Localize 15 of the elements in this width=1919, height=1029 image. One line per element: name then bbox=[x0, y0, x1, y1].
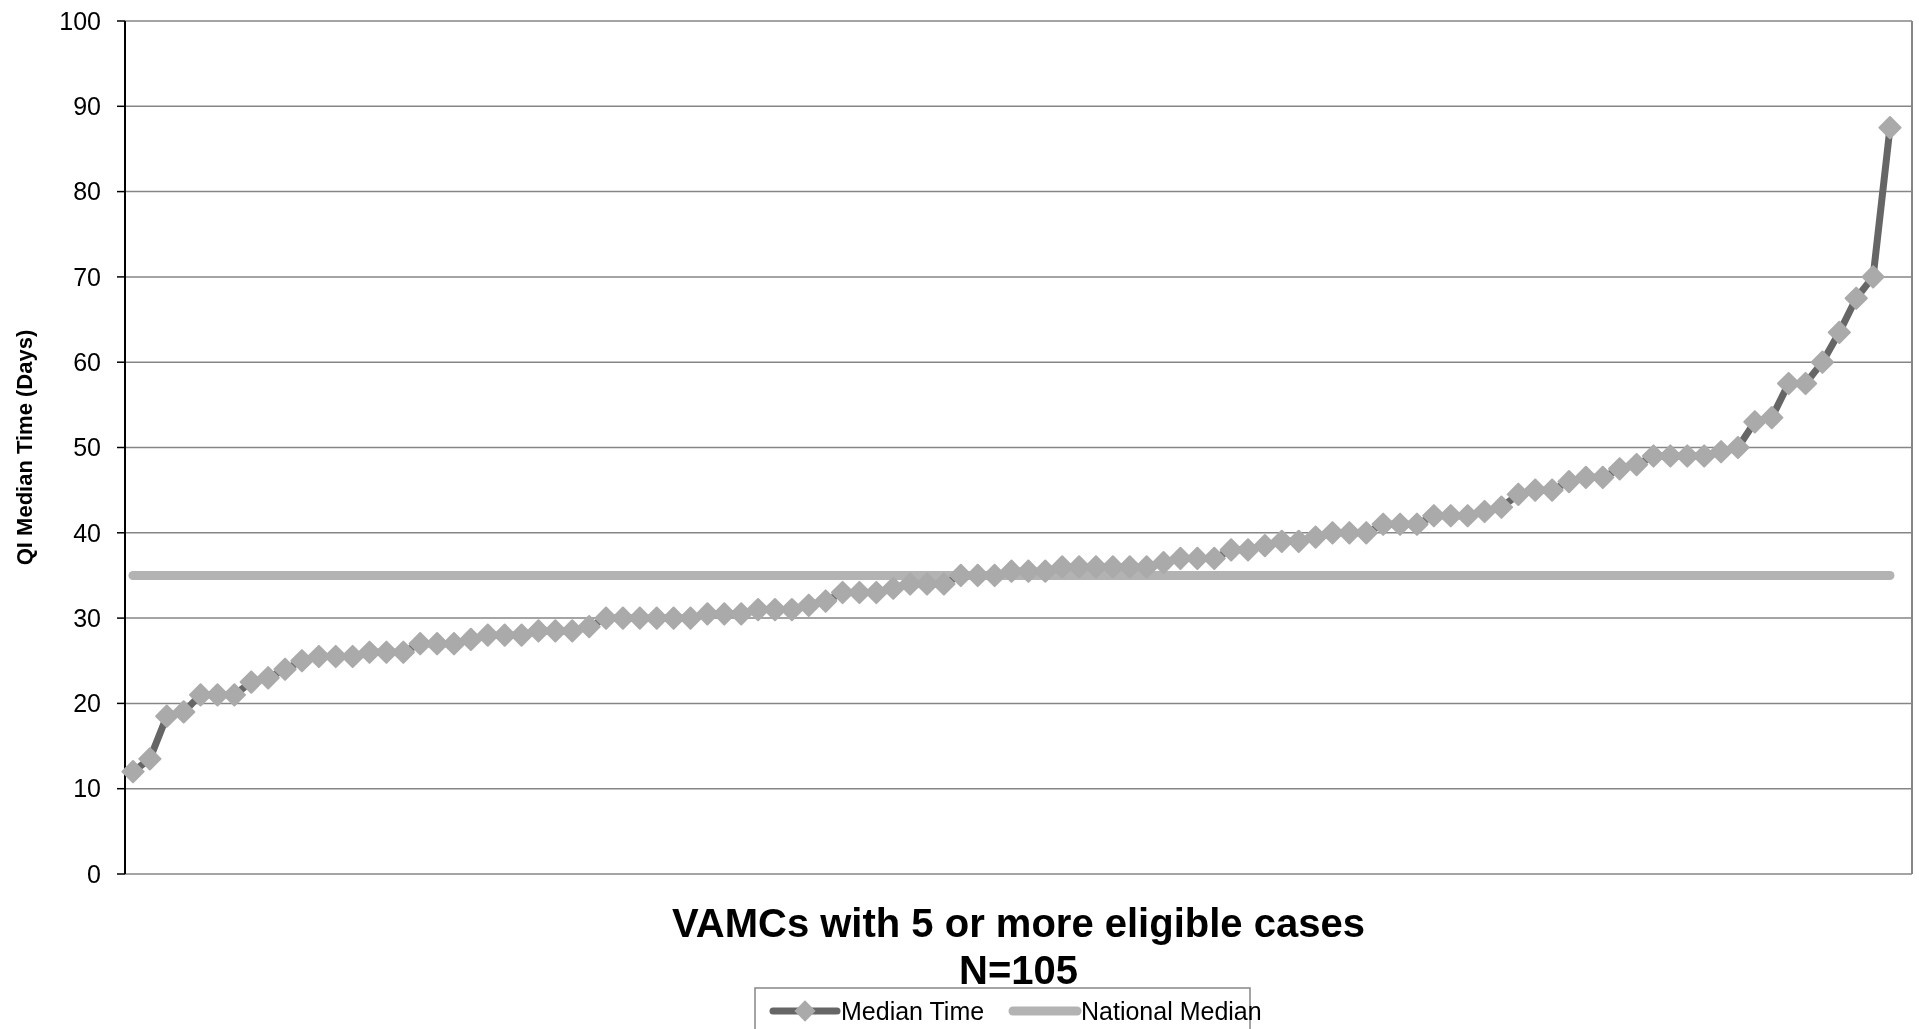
legend-label: National Median bbox=[1081, 996, 1262, 1025]
legend-label: Median Time bbox=[841, 996, 985, 1025]
y-tick-label: 80 bbox=[73, 177, 101, 206]
y-tick-label: 0 bbox=[87, 859, 101, 888]
y-tick-label: 10 bbox=[73, 774, 101, 803]
y-tick-label: 90 bbox=[73, 92, 101, 121]
x-axis-title: VAMCs with 5 or more eligible cases N=105 bbox=[672, 901, 1365, 992]
y-tick-label: 100 bbox=[59, 6, 101, 35]
y-tick-label: 20 bbox=[73, 689, 101, 718]
y-tick-label: 30 bbox=[73, 603, 101, 632]
y-tick-label: 40 bbox=[73, 518, 101, 547]
y-tick-label: 60 bbox=[73, 347, 101, 376]
y-tick-label: 70 bbox=[73, 262, 101, 291]
y-tick-label: 50 bbox=[73, 433, 101, 462]
y-axis-title: QI Median Time (Days) bbox=[12, 329, 37, 566]
